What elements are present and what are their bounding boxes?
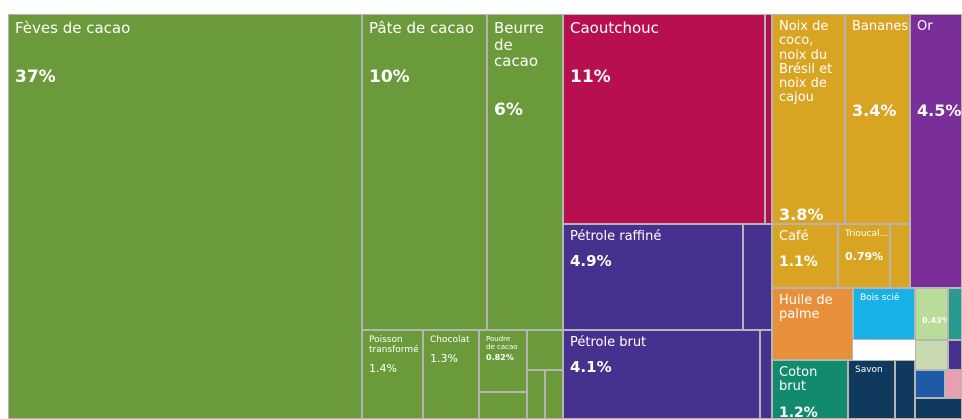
cell-label: Fèves de cacao: [15, 19, 131, 37]
cell-label: Huile de palme: [779, 293, 833, 323]
cell-value: 0.82%: [486, 353, 514, 363]
cell-label: Bananes: [852, 19, 909, 34]
cell-value: 4.5%: [917, 101, 962, 120]
cell-value: 37%: [15, 66, 56, 87]
treemap-cell: Poisson transformé 1.4%: [362, 330, 423, 419]
cell-value: 3.4%: [852, 101, 897, 120]
treemap-cell: Pétrole raffiné 4.9%: [563, 224, 743, 330]
cell-value: 0.43%: [922, 316, 948, 325]
cell-label: Pétrole raffiné: [570, 229, 662, 244]
treemap-cell: Poudre de cacao 0.82%: [479, 330, 527, 392]
cell-label: Or: [917, 19, 933, 34]
treemap-cell: Fèves de cacao 37%: [8, 14, 362, 419]
minor-cell: [915, 340, 948, 370]
treemap-cell: Pétrole brut 4.1%: [563, 330, 760, 419]
minor-cell: [765, 14, 772, 224]
treemap-cell: Noix de coco, noix du Brésil et noix de …: [772, 14, 845, 224]
minor-cell: [545, 370, 563, 419]
cell-label: Noix de coco, noix du Brésil et noix de …: [779, 19, 833, 106]
minor-cell: [527, 330, 563, 370]
cell-value: 6%: [494, 99, 523, 120]
cell-value: 10%: [369, 66, 410, 87]
treemap-cell: Bananes 3.4%: [845, 14, 910, 224]
cell-label: Beurre de cacao: [494, 19, 544, 70]
cell-label: Savon: [855, 365, 883, 375]
cell-value: 1.1%: [779, 254, 818, 271]
cell-label: Bois scié: [860, 293, 900, 303]
treemap-cell: Bois scié: [853, 288, 915, 340]
cell-value: 1.2%: [779, 404, 818, 419]
minor-cell: [743, 224, 772, 330]
cell-value: 4.1%: [570, 358, 612, 377]
minor-cell: [945, 370, 962, 398]
cell-label: Pétrole brut: [570, 335, 647, 350]
cell-label: Poudre de cacao: [486, 335, 518, 351]
cell-label: Café: [779, 229, 809, 244]
cell-value: 4.9%: [570, 252, 612, 271]
treemap-cell: Beurre de cacao 6%: [487, 14, 563, 330]
treemap-cell: 0.43%: [915, 288, 948, 340]
cell-value: 1.4%: [369, 361, 397, 375]
treemap-cell: Coton brut 1.2%: [772, 360, 848, 419]
cell-label: Caoutchouc: [570, 19, 659, 37]
treemap-cell: Huile de palme: [772, 288, 853, 360]
cell-label: Coton brut: [779, 365, 818, 395]
cell-value: 1.3%: [430, 351, 458, 365]
treemap-cell: Trioucal... 0.79%: [838, 224, 890, 288]
minor-cell: [915, 370, 945, 398]
cell-value: 3.8%: [779, 205, 824, 224]
treemap-cell: Pâte de cacao 10%: [362, 14, 487, 330]
cell-label: Pâte de cacao: [369, 19, 475, 37]
minor-cell: [948, 340, 962, 370]
treemap-cell: Or 4.5%: [910, 14, 962, 288]
minor-cell: [895, 360, 915, 419]
treemap-cell: Café 1.1%: [772, 224, 838, 288]
minor-cell: [527, 370, 545, 419]
cell-label: Poisson transformé: [369, 335, 419, 355]
cell-label: Chocolat: [430, 335, 470, 345]
minor-cell: [890, 224, 910, 288]
minor-cell: [948, 288, 962, 340]
minor-cell: [479, 392, 527, 419]
treemap-cell: Savon: [848, 360, 895, 419]
treemap-cell: Caoutchouc 11%: [563, 14, 765, 224]
minor-cell: [915, 398, 962, 419]
cell-label: Trioucal...: [845, 229, 889, 239]
treemap-cell: Chocolat 1.3%: [423, 330, 479, 419]
minor-cell: [760, 330, 772, 419]
cell-value: 11%: [570, 66, 611, 87]
cell-value: 0.79%: [845, 249, 884, 263]
